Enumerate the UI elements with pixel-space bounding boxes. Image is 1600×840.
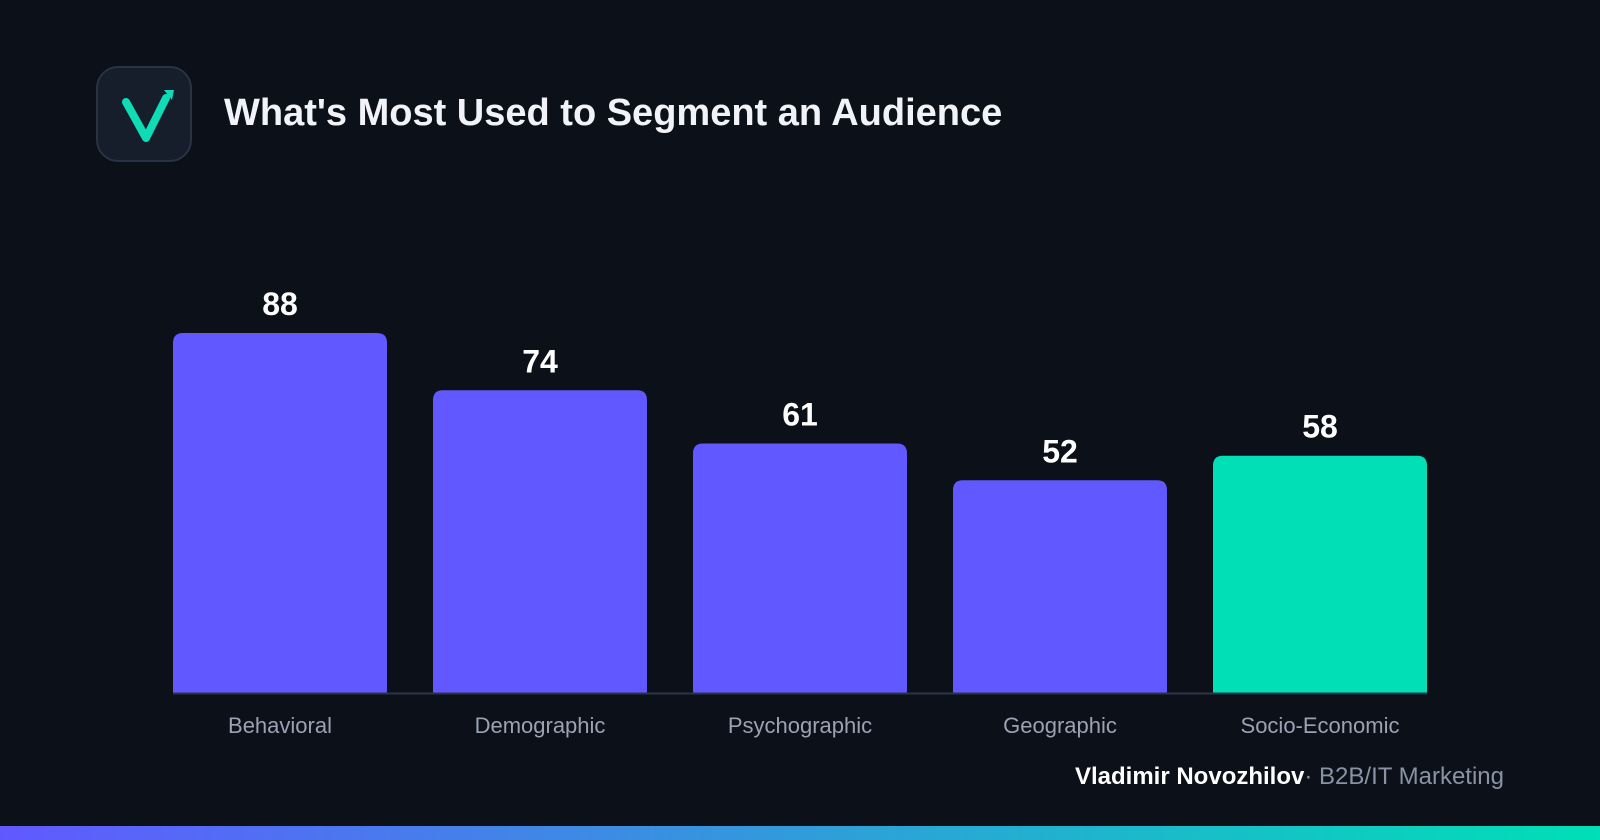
bar-psychographic (693, 443, 907, 693)
category-label: Psychographic (728, 713, 872, 738)
brand-logo (96, 66, 192, 162)
value-label: 88 (262, 286, 298, 322)
bar-chart: 88 Behavioral 74 Demographic 61 Psychographic… (173, 286, 1427, 738)
bar-geographic (953, 480, 1167, 693)
category-label: Behavioral (228, 713, 332, 738)
page-title: What's Most Used to Segment an Audience (224, 92, 1003, 134)
author-name: Vladimir Novozhilov (1074, 763, 1305, 790)
category-label: Socio-Economic (1241, 713, 1400, 738)
value-label: 74 (522, 343, 558, 379)
bar-behavioral (173, 333, 387, 693)
value-label: 61 (782, 396, 818, 432)
bar-demographic (433, 390, 647, 693)
author-role: B2B/IT Marketing (1319, 763, 1504, 790)
category-label: Demographic (475, 713, 606, 738)
bottom-gradient-bar (0, 826, 1600, 840)
author-separator: · (1304, 763, 1313, 790)
bar-socio-economic (1213, 455, 1427, 693)
value-label: 52 (1042, 433, 1078, 469)
category-label: Geographic (1003, 713, 1117, 738)
author-credit: Vladimir Novozhilov· B2B/IT Marketing (1075, 762, 1504, 792)
checkmark-arrow-icon (122, 90, 174, 142)
value-label: 58 (1302, 409, 1338, 445)
